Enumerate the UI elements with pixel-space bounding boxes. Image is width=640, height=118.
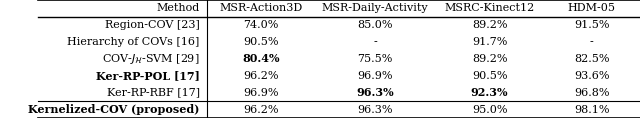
Text: 75.5%: 75.5% xyxy=(358,54,393,64)
Text: Ker-RP-POL [17]: Ker-RP-POL [17] xyxy=(96,70,200,81)
Text: -: - xyxy=(590,37,594,47)
Text: Region-COV [23]: Region-COV [23] xyxy=(105,20,200,30)
Text: -: - xyxy=(373,37,377,47)
Text: 96.2%: 96.2% xyxy=(243,71,278,81)
Text: 96.9%: 96.9% xyxy=(243,88,278,98)
Text: 96.2%: 96.2% xyxy=(243,105,278,115)
Text: 90.5%: 90.5% xyxy=(472,71,508,81)
Text: 85.0%: 85.0% xyxy=(357,20,393,30)
Text: Ker-RP-RBF [17]: Ker-RP-RBF [17] xyxy=(107,88,200,98)
Text: 96.3%: 96.3% xyxy=(356,87,394,98)
Text: 74.0%: 74.0% xyxy=(243,20,278,30)
Text: 96.9%: 96.9% xyxy=(357,71,393,81)
Text: 91.5%: 91.5% xyxy=(574,20,609,30)
Text: Hierarchy of COVs [16]: Hierarchy of COVs [16] xyxy=(67,37,200,47)
Text: 96.8%: 96.8% xyxy=(574,88,609,98)
Text: Kernelized-COV (proposed): Kernelized-COV (proposed) xyxy=(28,104,200,115)
Text: MSR-Action3D: MSR-Action3D xyxy=(219,3,302,13)
Text: Method: Method xyxy=(157,3,200,13)
Text: 95.0%: 95.0% xyxy=(472,105,508,115)
Text: 98.1%: 98.1% xyxy=(574,105,609,115)
Text: 89.2%: 89.2% xyxy=(472,54,508,64)
Text: COV-$J_{\mathcal{H}}$-SVM [29]: COV-$J_{\mathcal{H}}$-SVM [29] xyxy=(102,52,200,66)
Text: HDM-05: HDM-05 xyxy=(568,3,616,13)
Text: 82.5%: 82.5% xyxy=(574,54,609,64)
Text: MSR-Daily-Activity: MSR-Daily-Activity xyxy=(322,3,428,13)
Text: 80.4%: 80.4% xyxy=(242,53,280,65)
Text: 91.7%: 91.7% xyxy=(472,37,508,47)
Text: 89.2%: 89.2% xyxy=(472,20,508,30)
Text: 93.6%: 93.6% xyxy=(574,71,609,81)
Text: 90.5%: 90.5% xyxy=(243,37,278,47)
Text: 96.3%: 96.3% xyxy=(357,105,393,115)
Text: MSRC-Kinect12: MSRC-Kinect12 xyxy=(444,3,534,13)
Text: 92.3%: 92.3% xyxy=(471,87,508,98)
